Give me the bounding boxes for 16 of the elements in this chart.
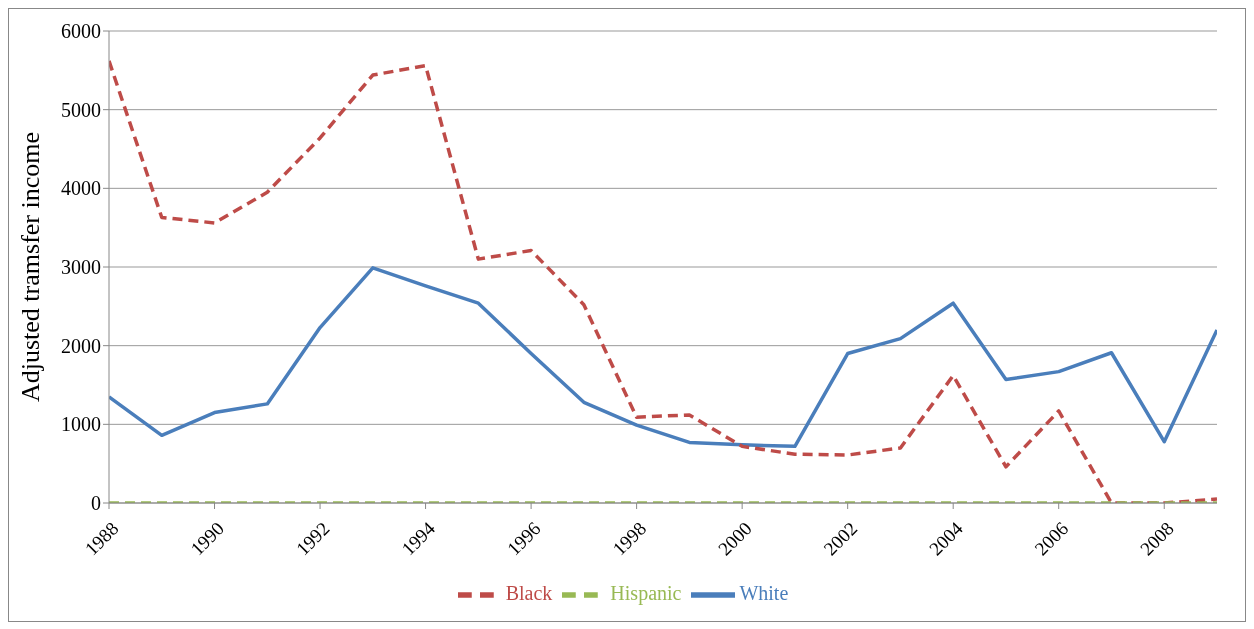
line-series <box>109 266 1217 449</box>
y-tick-label: 6000 <box>61 20 101 43</box>
legend-label: White <box>739 581 789 604</box>
legend-label: Black <box>505 581 553 604</box>
y-tick-label: 2000 <box>61 334 101 357</box>
x-tick-label: 1992 <box>291 517 334 560</box>
y-tick-label: 5000 <box>61 98 101 121</box>
y-tick-label: 4000 <box>61 177 101 200</box>
y-tick-label: 3000 <box>61 256 101 279</box>
x-tick-label: 1998 <box>608 517 651 560</box>
y-tick-label: 0 <box>91 492 101 515</box>
y-axis-title: Adjusted tramsfer income <box>16 131 46 403</box>
legend-label: Hispanic <box>610 581 682 604</box>
x-tick-label: 1990 <box>186 517 229 560</box>
x-tick-label: 1988 <box>80 517 123 560</box>
y-tick-label: 1000 <box>61 413 101 436</box>
